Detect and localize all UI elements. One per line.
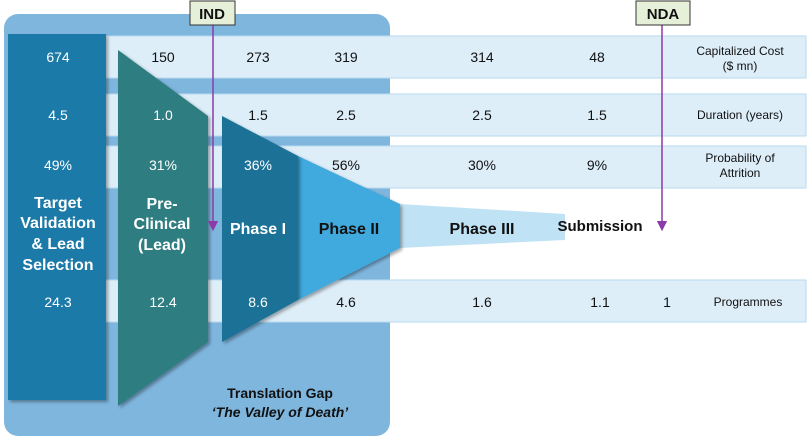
programmes-value-approved: 1 — [663, 294, 671, 310]
cost-value-submission: 48 — [589, 49, 605, 65]
valley-of-death-caption: ‘The Valley of Death’ — [212, 404, 350, 420]
attrition-row-label-line1: Probability of — [705, 151, 775, 165]
cost-value-phase1: 273 — [246, 49, 270, 65]
duration-value-submission: 1.5 — [587, 107, 607, 123]
duration-value-preclinical: 1.0 — [153, 107, 173, 123]
programmes-value-target: 24.3 — [44, 294, 71, 310]
programmes-value-preclinical: 12.4 — [149, 294, 176, 310]
attrition-value-preclinical: 31% — [149, 157, 177, 173]
duration-row-band — [99, 93, 807, 137]
preclinical-stage-label-line2: Clinical — [134, 216, 191, 233]
phase1-stage-label: Phase I — [230, 221, 286, 238]
preclinical-stage-label-line3: (Lead) — [138, 237, 186, 254]
duration-value-phase3: 2.5 — [472, 107, 492, 123]
duration-value-phase2: 2.5 — [336, 107, 356, 123]
cost-row-label-line2: ($ mn) — [723, 59, 758, 73]
programmes-value-phase1: 8.6 — [248, 294, 268, 310]
target-stage-label-line2: Validation — [20, 215, 96, 232]
programmes-row-band — [99, 279, 807, 323]
phase3-stage-label: Phase III — [450, 221, 515, 238]
target-stage-label-line3: & Lead — [31, 236, 84, 253]
target-validation-column — [8, 34, 106, 400]
attrition-value-phase2: 56% — [332, 157, 360, 173]
programmes-value-phase2: 4.6 — [336, 294, 356, 310]
attrition-value-submission: 9% — [587, 157, 607, 173]
programmes-row-label: Programmes — [714, 295, 783, 309]
nda-milestone-label: NDA — [647, 6, 680, 23]
phase2-stage-label: Phase II — [319, 221, 379, 238]
submission-stage-label: Submission — [557, 218, 642, 235]
attrition-value-phase1: 36% — [244, 157, 272, 173]
phase2-funnel-shape — [298, 156, 400, 300]
cost-value-phase2: 319 — [334, 49, 358, 65]
attrition-row-label-line2: Attrition — [720, 166, 761, 180]
phase3-funnel-shape — [400, 204, 565, 248]
preclinical-funnel-shape — [118, 50, 208, 406]
cost-row-label-line1: Capitalized Cost — [696, 44, 784, 58]
cost-row-band — [99, 35, 807, 79]
nda-milestone-box — [635, 0, 691, 26]
cost-value-preclinical: 150 — [151, 49, 175, 65]
duration-value-phase1: 1.5 — [248, 107, 268, 123]
translation-gap-caption: Translation Gap — [227, 385, 333, 401]
programmes-value-phase3: 1.6 — [472, 294, 492, 310]
attrition-value-target: 49% — [44, 157, 72, 173]
target-stage-label-line4: Selection — [22, 257, 93, 274]
preclinical-stage-label-line1: Pre- — [146, 196, 177, 213]
ind-milestone-box — [189, 0, 236, 26]
cost-value-phase3: 314 — [470, 49, 494, 65]
attrition-value-phase3: 30% — [468, 157, 496, 173]
phase1-funnel-shape — [222, 116, 298, 342]
ind-milestone-label: IND — [199, 6, 225, 23]
duration-row-label: Duration (years) — [697, 108, 783, 122]
cost-value-target: 674 — [46, 49, 70, 65]
target-stage-label-line1: Target — [34, 195, 82, 212]
duration-value-target: 4.5 — [48, 107, 68, 123]
programmes-value-submission: 1.1 — [590, 294, 610, 310]
